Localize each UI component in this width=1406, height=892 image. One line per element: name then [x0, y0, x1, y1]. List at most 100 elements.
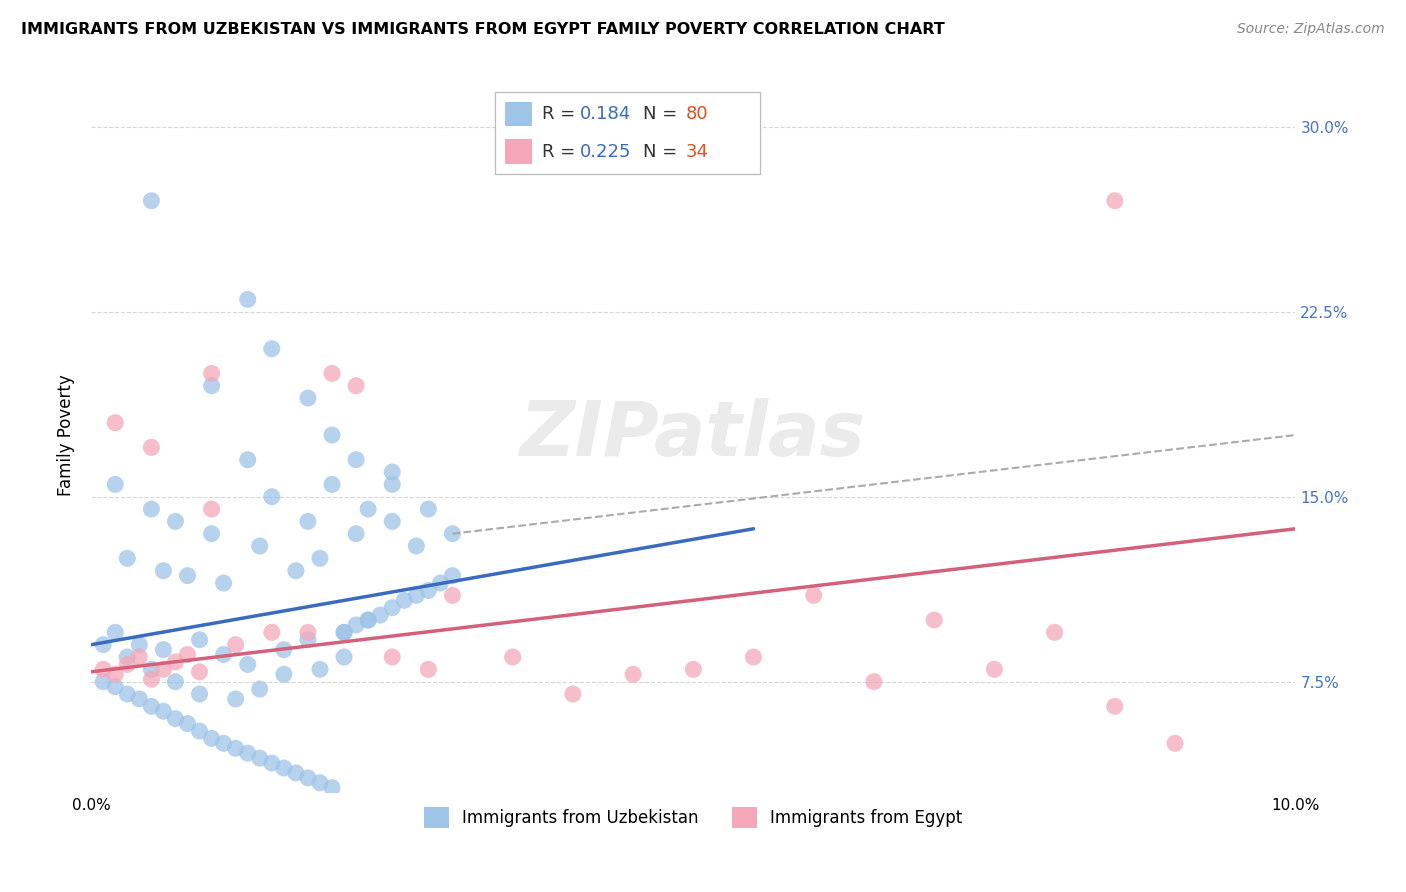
Point [561, 687, 583, 701]
Point [502, 650, 524, 665]
Point [91, 674, 114, 689]
Point [200, 378, 222, 392]
Point [863, 674, 886, 689]
Point [1104, 699, 1126, 714]
Point [682, 662, 704, 676]
Point [212, 648, 235, 662]
Point [188, 665, 211, 679]
Point [91, 662, 114, 676]
Point [333, 650, 356, 665]
Point [104, 625, 127, 640]
Point [260, 342, 283, 356]
Point [117, 650, 139, 665]
Point [309, 551, 332, 566]
Point [260, 490, 283, 504]
Point [165, 712, 187, 726]
Point [249, 682, 271, 697]
Point [321, 428, 343, 442]
Point [803, 588, 825, 602]
Point [200, 526, 222, 541]
Point [165, 674, 187, 689]
Point [429, 576, 451, 591]
Point [141, 441, 163, 455]
Point [141, 672, 163, 686]
Point [344, 378, 367, 392]
Point [297, 625, 319, 640]
Point [394, 593, 416, 607]
Point [357, 613, 380, 627]
Point [621, 667, 644, 681]
Point [188, 687, 211, 701]
Point [357, 613, 380, 627]
Point [284, 564, 307, 578]
Point [273, 642, 295, 657]
Point [225, 638, 247, 652]
Point [983, 662, 1005, 676]
Point [1104, 194, 1126, 208]
Point [117, 657, 139, 672]
Point [128, 650, 150, 665]
Point [225, 692, 247, 706]
Point [441, 588, 464, 602]
Text: ZIPatlas: ZIPatlas [520, 398, 866, 472]
Point [91, 638, 114, 652]
Point [249, 539, 271, 553]
Point [212, 576, 235, 591]
Point [128, 638, 150, 652]
Point [297, 514, 319, 528]
Point [333, 625, 356, 640]
Point [249, 751, 271, 765]
Point [381, 600, 404, 615]
Point [333, 625, 356, 640]
Point [152, 642, 174, 657]
Point [357, 502, 380, 516]
Point [260, 756, 283, 770]
Point [381, 650, 404, 665]
Point [152, 704, 174, 718]
Point [141, 502, 163, 516]
Legend: Immigrants from Uzbekistan, Immigrants from Egypt: Immigrants from Uzbekistan, Immigrants f… [418, 801, 969, 834]
Point [104, 477, 127, 491]
Point [742, 650, 765, 665]
Point [200, 502, 222, 516]
Point [284, 766, 307, 780]
Point [260, 625, 283, 640]
Point [381, 477, 404, 491]
Y-axis label: Family Poverty: Family Poverty [58, 374, 75, 496]
Point [381, 514, 404, 528]
Point [321, 780, 343, 795]
Point [117, 687, 139, 701]
Point [368, 608, 391, 623]
Point [165, 514, 187, 528]
Point [212, 736, 235, 750]
Point [141, 662, 163, 676]
Point [128, 692, 150, 706]
Point [104, 680, 127, 694]
Point [176, 648, 198, 662]
Point [152, 662, 174, 676]
Point [321, 367, 343, 381]
Point [405, 539, 427, 553]
Point [176, 716, 198, 731]
Text: Source: ZipAtlas.com: Source: ZipAtlas.com [1237, 22, 1385, 37]
Point [188, 724, 211, 739]
Point [273, 667, 295, 681]
Point [309, 662, 332, 676]
Point [344, 526, 367, 541]
Point [236, 746, 259, 760]
Point [152, 564, 174, 578]
Point [344, 618, 367, 632]
Point [297, 771, 319, 785]
Point [922, 613, 945, 627]
Point [176, 568, 198, 582]
Point [1164, 736, 1187, 750]
Point [104, 416, 127, 430]
Point [200, 367, 222, 381]
Point [225, 741, 247, 756]
Point [236, 657, 259, 672]
Point [418, 583, 440, 598]
Point [188, 632, 211, 647]
Point [441, 568, 464, 582]
Point [236, 452, 259, 467]
Point [141, 699, 163, 714]
